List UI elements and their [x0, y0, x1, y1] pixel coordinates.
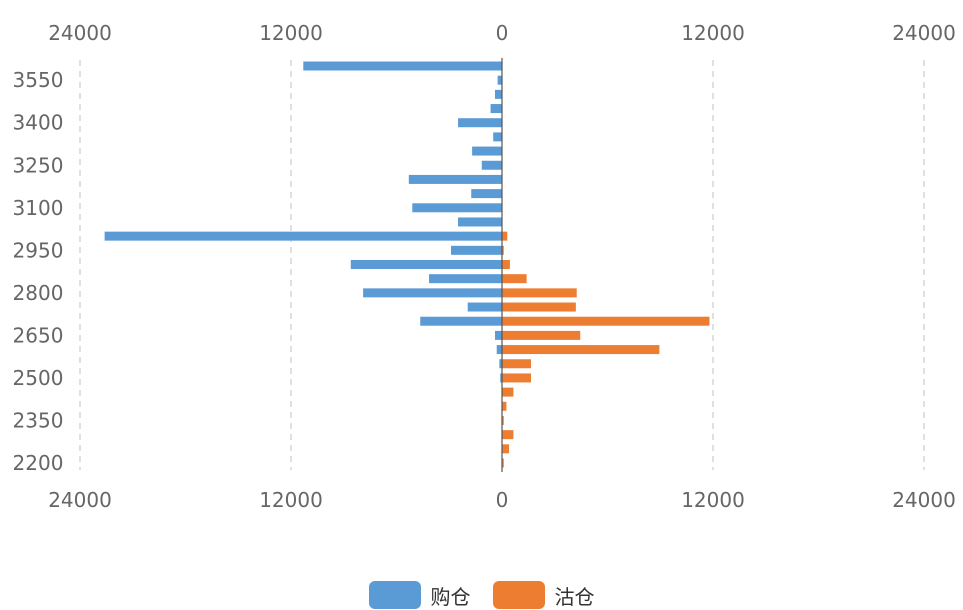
bar-sell-2350[interactable]: [502, 415, 504, 425]
bar-sell-2900[interactable]: [502, 260, 510, 269]
bar-buy-3100[interactable]: [412, 203, 502, 213]
y-tick-label-2950: 2950: [13, 238, 64, 262]
legend-label-sell: 沽仓: [554, 584, 595, 609]
grid-layer: [79, 60, 925, 470]
legend: 购仓 沽仓: [0, 580, 963, 610]
bar-sell-2400[interactable]: [502, 401, 507, 411]
x-tick-label-bottom-0: 24000: [48, 488, 112, 512]
bar-sell-2650[interactable]: [502, 330, 581, 340]
bar-buy-2550[interactable]: [499, 359, 502, 369]
bar-buy-3450[interactable]: [490, 104, 502, 114]
bar-buy-2800[interactable]: [363, 288, 502, 298]
y-tick-label-3250: 3250: [13, 153, 64, 177]
axis-layer: 24000 24000 12000 12000 0 0 12000 12000 24000 240…: [13, 21, 956, 512]
x-tick-label-bottom-2: 0: [496, 488, 509, 512]
x-tick-label-top-4: 24000: [892, 21, 956, 45]
bar-buy-2750[interactable]: [467, 302, 502, 312]
legend-label-buy: 购仓: [430, 584, 471, 609]
y-tick-label-2500: 2500: [13, 366, 64, 390]
y-tick-label-2650: 2650: [13, 323, 64, 347]
y-tick-label-3550: 3550: [13, 68, 64, 92]
bar-buy-3050[interactable]: [458, 217, 502, 227]
bar-buy-3350[interactable]: [493, 132, 502, 142]
bar-sell-2300[interactable]: [502, 430, 514, 440]
bar-sell-2500[interactable]: [502, 373, 532, 383]
y-tick-label-2800: 2800: [13, 281, 64, 305]
bar-buy-3400[interactable]: [458, 118, 502, 128]
x-tick-label-bottom-3: 12000: [681, 488, 745, 512]
y-tick-label-3100: 3100: [13, 196, 64, 220]
legend-item-sell[interactable]: 沽仓: [492, 581, 595, 610]
bar-sell-3000[interactable]: [502, 231, 508, 241]
bar-sell-2700[interactable]: [502, 316, 710, 326]
y-tick-label-3400: 3400: [13, 111, 64, 135]
bar-buy-2950[interactable]: [451, 245, 502, 255]
bar-buy-2850[interactable]: [429, 274, 502, 284]
bar-buy-2700[interactable]: [420, 316, 502, 326]
y-tick-label-2200: 2200: [13, 451, 64, 475]
bar-sell-2250[interactable]: [502, 444, 510, 454]
bar-buy-2650[interactable]: [494, 330, 502, 340]
bar-buy-3600[interactable]: [303, 61, 502, 71]
x-tick-label-top-1: 12000: [259, 21, 323, 45]
bar-sell-2200[interactable]: [502, 458, 504, 468]
bar-buy-3000[interactable]: [104, 231, 502, 241]
chart-canvas: 24000 24000 12000 12000 0 0 12000 12000 24000 240…: [13, 21, 956, 512]
bar-buy-2600[interactable]: [496, 345, 502, 355]
bar-buy-2500[interactable]: [500, 373, 502, 383]
x-tick-label-bottom-4: 24000: [892, 488, 956, 512]
bar-sell-2600[interactable]: [502, 345, 660, 355]
bar-buy-3500[interactable]: [494, 89, 502, 99]
bar-sell-2850[interactable]: [502, 274, 527, 284]
bar-sell-2550[interactable]: [502, 359, 532, 369]
bar-buy-3150[interactable]: [471, 189, 502, 199]
bar-buy-3250[interactable]: [481, 160, 502, 170]
legend-item-buy[interactable]: 购仓: [368, 581, 471, 610]
bar-buy-3550[interactable]: [497, 75, 502, 85]
bar-sell-2950[interactable]: [502, 245, 504, 255]
bar-buy-3200[interactable]: [408, 174, 502, 184]
legend-swatch-buy: [368, 581, 421, 609]
y-tick-label-2350: 2350: [13, 408, 64, 432]
x-tick-label-bottom-1: 12000: [259, 488, 323, 512]
x-tick-label-top-3: 12000: [681, 21, 745, 45]
bar-buy-2900[interactable]: [350, 260, 502, 269]
x-tick-label-top-0: 24000: [48, 21, 112, 45]
bar-sell-2750[interactable]: [502, 302, 576, 312]
bar-sell-2450[interactable]: [502, 387, 514, 397]
bars-layer: [104, 61, 710, 468]
bar-buy-3300[interactable]: [472, 146, 502, 156]
x-tick-label-top-2: 0: [496, 21, 509, 45]
legend-swatch-sell: [492, 581, 545, 609]
bar-sell-2800[interactable]: [502, 288, 577, 298]
